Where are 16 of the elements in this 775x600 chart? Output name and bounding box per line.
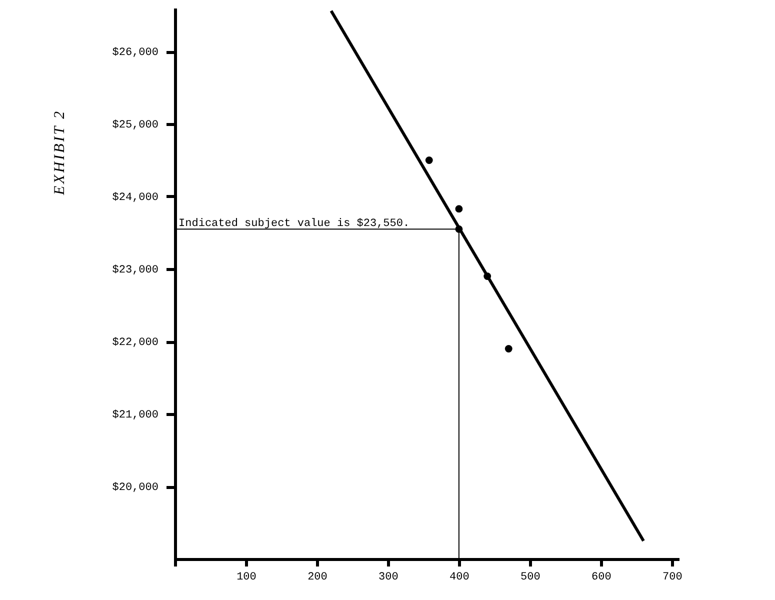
text: EXHIBIT 2 xyxy=(52,109,69,195)
x-tick-label: 400 xyxy=(450,572,470,584)
y-tick-label: $24,000 xyxy=(112,192,158,204)
y-tick-label: $25,000 xyxy=(112,120,158,132)
y-tick-label: $21,000 xyxy=(112,410,158,422)
x-tick-label: 600 xyxy=(592,572,612,584)
y-tick-label: $23,000 xyxy=(112,264,158,276)
x-tick-label: 200 xyxy=(308,572,328,584)
y-tick-label: $26,000 xyxy=(112,47,158,59)
x-tick-label: 700 xyxy=(662,572,682,584)
x-tick-label: 300 xyxy=(378,572,398,584)
y-tick-label: $22,000 xyxy=(112,337,158,349)
x-tick-label: 500 xyxy=(520,572,540,584)
x-tick-label: 100 xyxy=(236,572,256,584)
annotation: Indicated subject value is $23,550. xyxy=(178,218,410,230)
y-tick-label: $20,000 xyxy=(112,482,158,494)
